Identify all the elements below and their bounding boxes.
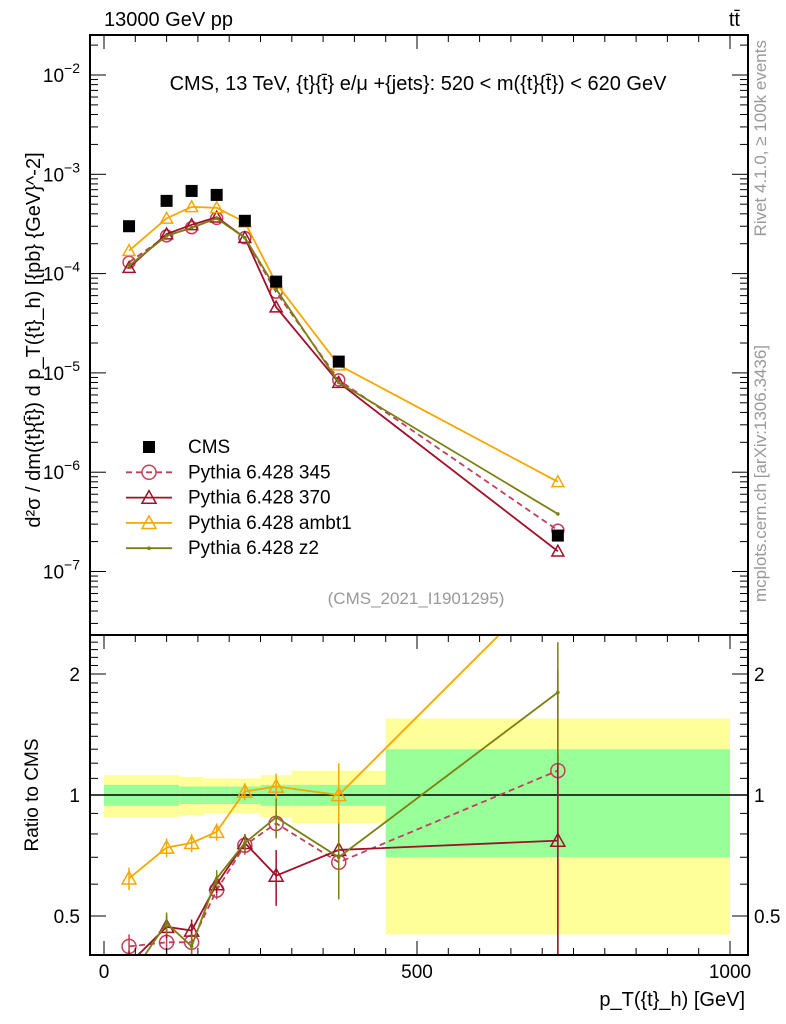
- cms-data-point: [160, 194, 173, 207]
- ratio-tick-label-right: 2: [754, 665, 765, 686]
- triangle-marker: [140, 489, 158, 504]
- triangle-marker: [330, 786, 348, 802]
- ratio-series-line: [128, 769, 559, 948]
- legend-item: Pythia 6.428 345: [126, 462, 331, 483]
- triangle-marker: [551, 569, 565, 582]
- legend-label: Pythia 6.428 370: [188, 488, 331, 509]
- triangle-marker: [267, 777, 285, 793]
- final-state-label: tt̄: [729, 9, 741, 31]
- ratio-tick-label-left: 0.5: [54, 907, 80, 928]
- analysis-id: (CMS_2021_I1901295): [328, 589, 505, 608]
- ratio-tick-label-right: 1: [754, 786, 765, 807]
- triangle-marker: [120, 869, 138, 885]
- cms-data-point: [210, 188, 223, 201]
- triangle-marker: [331, 374, 347, 389]
- cms-data-point: [123, 220, 136, 233]
- triangle-marker: [158, 839, 175, 854]
- y-tick-label: 10−4: [43, 259, 80, 286]
- ratio-series-line: [143, 691, 559, 955]
- plot-title: CMS, 13 TeV, {t}{t̄} e/μ +{jets}: 520 < …: [170, 73, 668, 95]
- triangle-marker: [550, 474, 566, 488]
- triangle-marker: [268, 299, 284, 313]
- triangle-marker: [159, 210, 174, 224]
- circle-marker: [332, 373, 346, 387]
- cms-data-point: [551, 529, 564, 542]
- dot-marker: [556, 512, 560, 516]
- ratio-tick-label-left: 1: [69, 786, 80, 807]
- mcplots-label: mcplots.cern.ch [arXiv:1306.3436]: [751, 345, 770, 602]
- ratio-y-axis-label: Ratio to CMS: [22, 739, 43, 852]
- dot-marker: [147, 546, 151, 550]
- cms-data-point: [238, 214, 251, 227]
- circle-marker: [159, 229, 174, 243]
- triangle-marker: [184, 199, 199, 213]
- y-tick-label: 10−6: [43, 457, 80, 484]
- y-tick-label: 10−5: [43, 358, 80, 385]
- dot-marker: [336, 380, 341, 385]
- legend-item: CMS: [143, 437, 230, 458]
- triangle-marker: [209, 200, 224, 214]
- legend-item: Pythia 6.428 ambt1: [126, 513, 352, 534]
- y-tick-label: 10−3: [43, 159, 80, 186]
- x-tick-label: 500: [401, 962, 433, 983]
- dot-marker: [556, 690, 560, 695]
- dot-marker: [164, 234, 169, 238]
- series-line: [128, 217, 559, 515]
- triangle-marker: [121, 243, 137, 257]
- circle-marker: [141, 464, 157, 481]
- triangle-marker: [237, 230, 253, 244]
- series-line: [128, 217, 559, 532]
- dot-marker: [214, 216, 219, 221]
- triangle-marker: [236, 782, 254, 798]
- dot-marker: [127, 263, 131, 268]
- process-label: 13000 GeV pp: [104, 9, 233, 31]
- legend-cms-marker: [143, 441, 155, 453]
- x-tick-label: 1000: [709, 962, 751, 983]
- triangle-marker: [121, 260, 137, 274]
- triangle-marker: [140, 514, 158, 530]
- dot-marker: [243, 235, 247, 240]
- series-line: [128, 205, 559, 483]
- dot-marker: [189, 225, 194, 230]
- legend-item: Pythia 6.428 z2: [126, 538, 319, 559]
- dot-marker: [336, 855, 341, 860]
- y-axis-label: d²σ / dm({t}{t̄}) d p_T({t}_h) [{pb} {Ge…: [23, 152, 45, 527]
- cms-data-point: [332, 355, 345, 368]
- dot-marker: [243, 841, 247, 845]
- triangle-marker: [183, 834, 200, 850]
- y-tick-label: 10−2: [43, 60, 80, 87]
- legend-label: Pythia 6.428 345: [188, 462, 331, 483]
- legend-label: Pythia 6.428 z2: [188, 538, 319, 559]
- cms-data-point: [270, 275, 283, 288]
- legend-label: CMS: [188, 437, 230, 458]
- triangle-marker: [208, 823, 225, 839]
- legend-item: Pythia 6.428 370: [126, 488, 331, 509]
- dot-marker: [274, 815, 278, 820]
- ratio-tick-label-right: 0.5: [754, 907, 780, 928]
- x-axis-label: p_T({t}_h) [GeV]: [599, 989, 745, 1011]
- dot-marker: [164, 921, 169, 925]
- triangle-marker: [122, 957, 136, 970]
- dot-marker: [189, 944, 194, 949]
- ratio-tick-label-left: 2: [69, 665, 80, 686]
- rivet-label: Rivet 4.1.0, ≥ 100k events: [751, 40, 770, 236]
- triangle-marker: [209, 209, 224, 223]
- dot-marker: [127, 976, 131, 980]
- x-tick-label: 0: [99, 962, 110, 983]
- dot-marker: [214, 876, 219, 881]
- cms-data-point: [185, 184, 198, 197]
- triangle-marker: [184, 217, 199, 231]
- dot-marker: [274, 287, 278, 291]
- y-tick-label: 10−7: [43, 557, 80, 584]
- triangle-marker: [549, 832, 567, 847]
- triangle-marker: [208, 875, 225, 891]
- triangle-marker: [550, 543, 566, 557]
- triangle-marker: [267, 867, 285, 883]
- legend-label: Pythia 6.428 ambt1: [188, 513, 352, 534]
- triangle-marker: [159, 226, 174, 240]
